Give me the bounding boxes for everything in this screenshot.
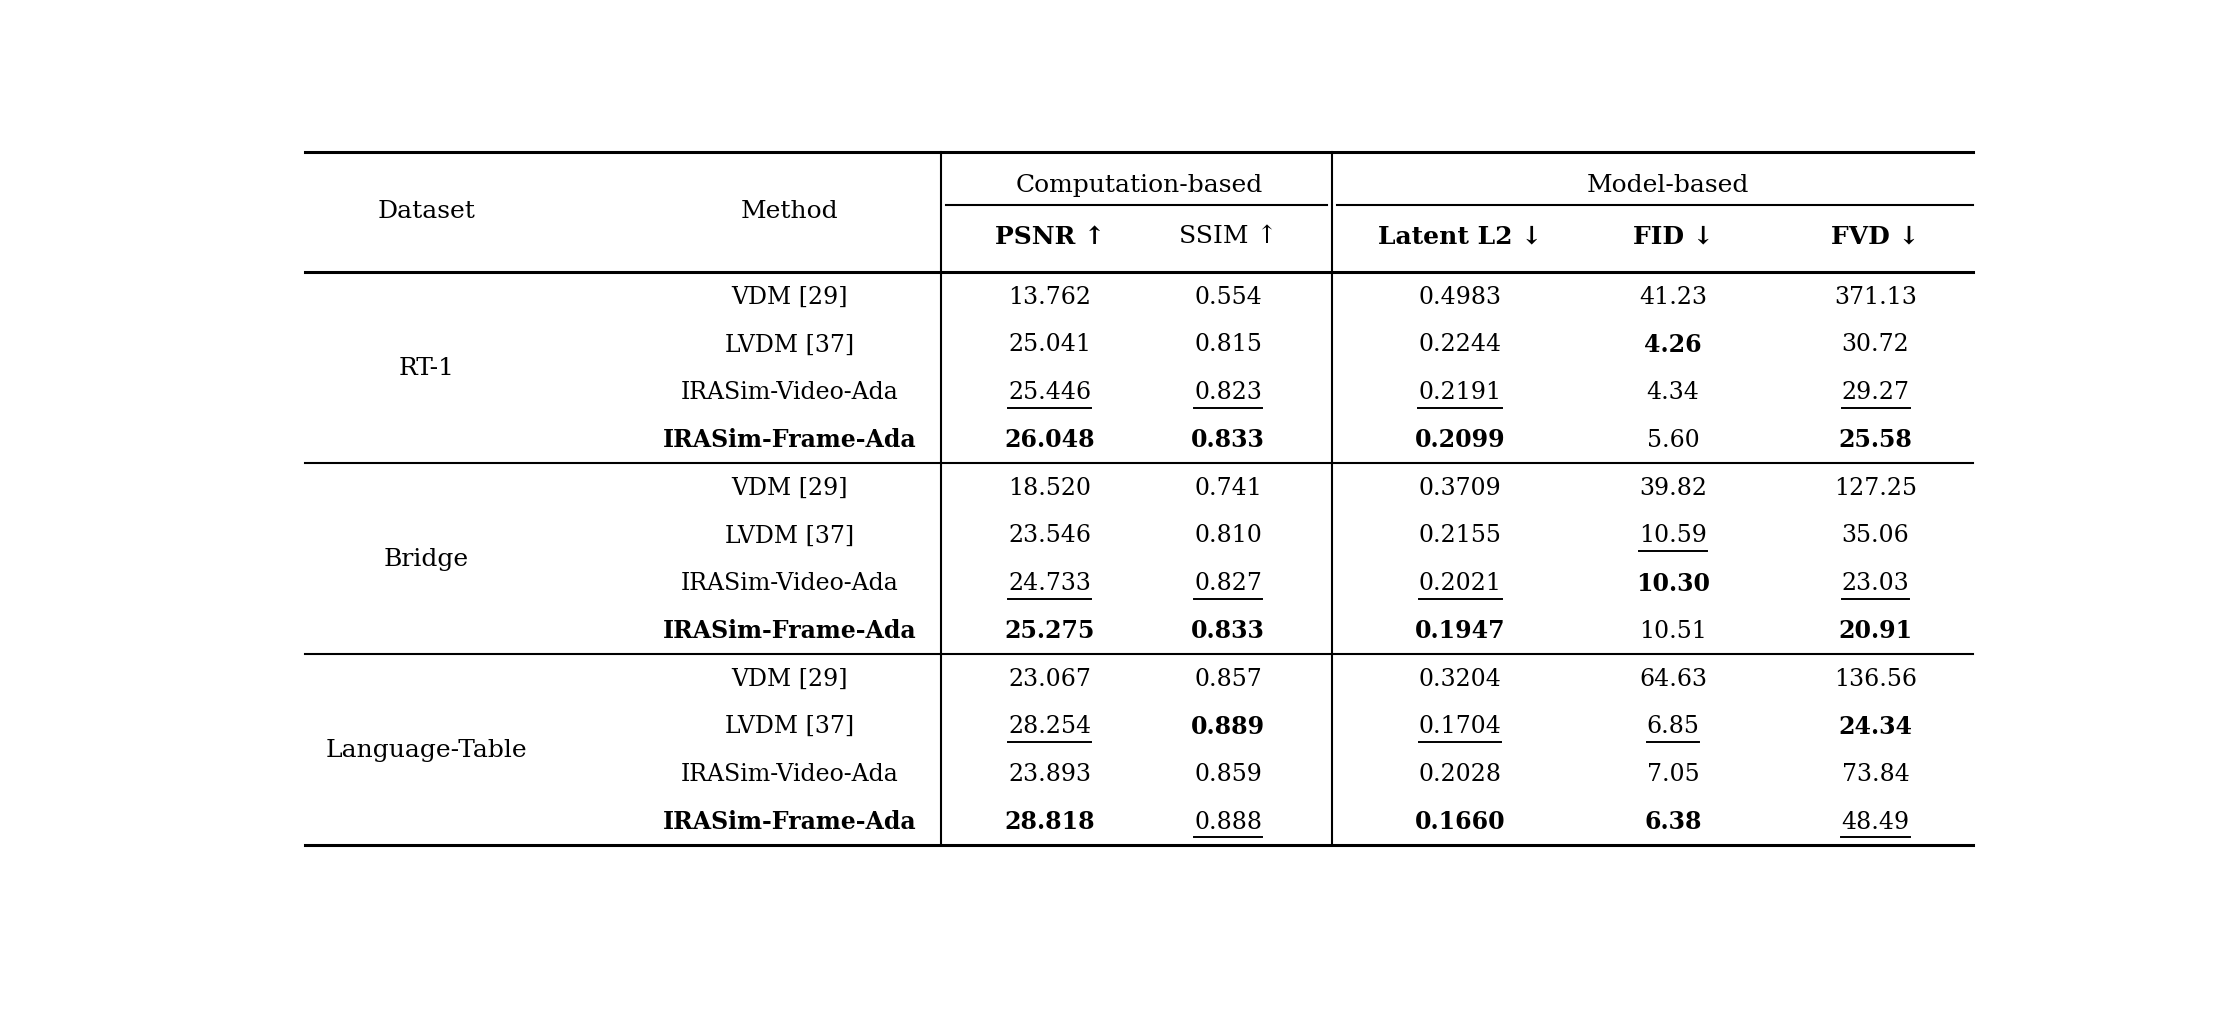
Text: 18.520: 18.520: [1008, 476, 1090, 499]
Text: 0.833: 0.833: [1191, 619, 1264, 643]
Text: 25.58: 25.58: [1839, 428, 1912, 452]
Text: 24.733: 24.733: [1008, 571, 1090, 594]
Text: 371.13: 371.13: [1834, 285, 1917, 308]
Text: LVDM [37]: LVDM [37]: [726, 524, 856, 547]
Text: 0.823: 0.823: [1195, 381, 1262, 403]
Text: VDM [29]: VDM [29]: [733, 285, 849, 308]
Text: 0.2021: 0.2021: [1419, 571, 1501, 594]
Text: 41.23: 41.23: [1640, 285, 1707, 308]
Text: 7.05: 7.05: [1646, 762, 1700, 786]
Text: 136.56: 136.56: [1834, 667, 1917, 690]
Text: LVDM [37]: LVDM [37]: [726, 715, 856, 738]
Text: 0.833: 0.833: [1191, 428, 1264, 452]
Text: VDM [29]: VDM [29]: [733, 667, 849, 690]
Text: 28.254: 28.254: [1008, 715, 1090, 738]
Text: 4.26: 4.26: [1644, 333, 1702, 357]
Text: SSIM ↑: SSIM ↑: [1180, 225, 1278, 248]
Text: 0.3204: 0.3204: [1419, 667, 1501, 690]
Text: 35.06: 35.06: [1841, 524, 1910, 547]
Text: 0.1704: 0.1704: [1419, 715, 1501, 738]
Text: 0.857: 0.857: [1195, 667, 1262, 690]
Text: 0.859: 0.859: [1195, 762, 1262, 786]
Text: 0.2191: 0.2191: [1419, 381, 1501, 403]
Text: 13.762: 13.762: [1008, 285, 1090, 308]
Text: 0.2155: 0.2155: [1419, 524, 1501, 547]
Text: 23.893: 23.893: [1008, 762, 1090, 786]
Text: Latent L2 ↓: Latent L2 ↓: [1378, 224, 1541, 249]
Text: 25.041: 25.041: [1008, 334, 1090, 356]
Text: 10.30: 10.30: [1635, 571, 1709, 595]
Text: 0.2028: 0.2028: [1419, 762, 1501, 786]
Text: LVDM [37]: LVDM [37]: [726, 334, 856, 356]
Text: 23.03: 23.03: [1841, 571, 1910, 594]
Text: VDM [29]: VDM [29]: [733, 476, 849, 499]
Text: 73.84: 73.84: [1841, 762, 1910, 786]
Text: RT-1: RT-1: [398, 357, 454, 380]
Text: Dataset: Dataset: [378, 199, 476, 222]
Text: Language-Table: Language-Table: [326, 738, 527, 761]
Text: 64.63: 64.63: [1640, 667, 1707, 690]
Text: 10.51: 10.51: [1640, 620, 1707, 642]
Text: 25.446: 25.446: [1008, 381, 1090, 403]
Text: 0.3709: 0.3709: [1419, 476, 1501, 499]
Text: 6.85: 6.85: [1646, 715, 1700, 738]
Text: PSNR ↑: PSNR ↑: [994, 224, 1106, 249]
Text: Model-based: Model-based: [1586, 174, 1749, 197]
Text: 0.827: 0.827: [1195, 571, 1262, 594]
Text: 0.2099: 0.2099: [1414, 428, 1506, 452]
Text: Method: Method: [742, 199, 838, 222]
Text: 0.554: 0.554: [1195, 285, 1262, 308]
Text: 25.275: 25.275: [1005, 619, 1095, 643]
Text: 4.34: 4.34: [1646, 381, 1700, 403]
Text: 0.888: 0.888: [1193, 810, 1262, 833]
Text: 23.546: 23.546: [1008, 524, 1090, 547]
Text: 20.91: 20.91: [1839, 619, 1912, 643]
Text: 39.82: 39.82: [1640, 476, 1707, 499]
Text: 0.1947: 0.1947: [1414, 619, 1506, 643]
Text: 127.25: 127.25: [1834, 476, 1917, 499]
Text: 0.810: 0.810: [1195, 524, 1262, 547]
Text: 10.59: 10.59: [1640, 524, 1707, 547]
Text: 6.38: 6.38: [1644, 810, 1702, 833]
Text: 26.048: 26.048: [1005, 428, 1095, 452]
Text: 23.067: 23.067: [1008, 667, 1090, 690]
Text: 0.815: 0.815: [1195, 334, 1262, 356]
Text: 48.49: 48.49: [1841, 810, 1910, 833]
Text: 0.1660: 0.1660: [1414, 810, 1506, 833]
Text: IRASim-Frame-Ada: IRASim-Frame-Ada: [663, 810, 916, 833]
Text: Computation-based: Computation-based: [1014, 174, 1262, 197]
Text: FVD ↓: FVD ↓: [1832, 224, 1919, 249]
Text: IRASim-Video-Ada: IRASim-Video-Ada: [681, 381, 898, 403]
Text: 0.4983: 0.4983: [1419, 285, 1501, 308]
Text: IRASim-Video-Ada: IRASim-Video-Ada: [681, 571, 898, 594]
Text: 0.2244: 0.2244: [1419, 334, 1501, 356]
Text: 28.818: 28.818: [1005, 810, 1095, 833]
Text: Bridge: Bridge: [384, 548, 469, 570]
Text: FID ↓: FID ↓: [1633, 224, 1713, 249]
Text: IRASim-Frame-Ada: IRASim-Frame-Ada: [663, 428, 916, 452]
Text: 30.72: 30.72: [1841, 334, 1910, 356]
Text: 24.34: 24.34: [1839, 714, 1912, 738]
Text: 5.60: 5.60: [1646, 429, 1700, 452]
Text: 0.741: 0.741: [1195, 476, 1262, 499]
Text: 29.27: 29.27: [1841, 381, 1910, 403]
Text: IRASim-Video-Ada: IRASim-Video-Ada: [681, 762, 898, 786]
Text: 0.889: 0.889: [1191, 714, 1264, 738]
Text: IRASim-Frame-Ada: IRASim-Frame-Ada: [663, 619, 916, 643]
